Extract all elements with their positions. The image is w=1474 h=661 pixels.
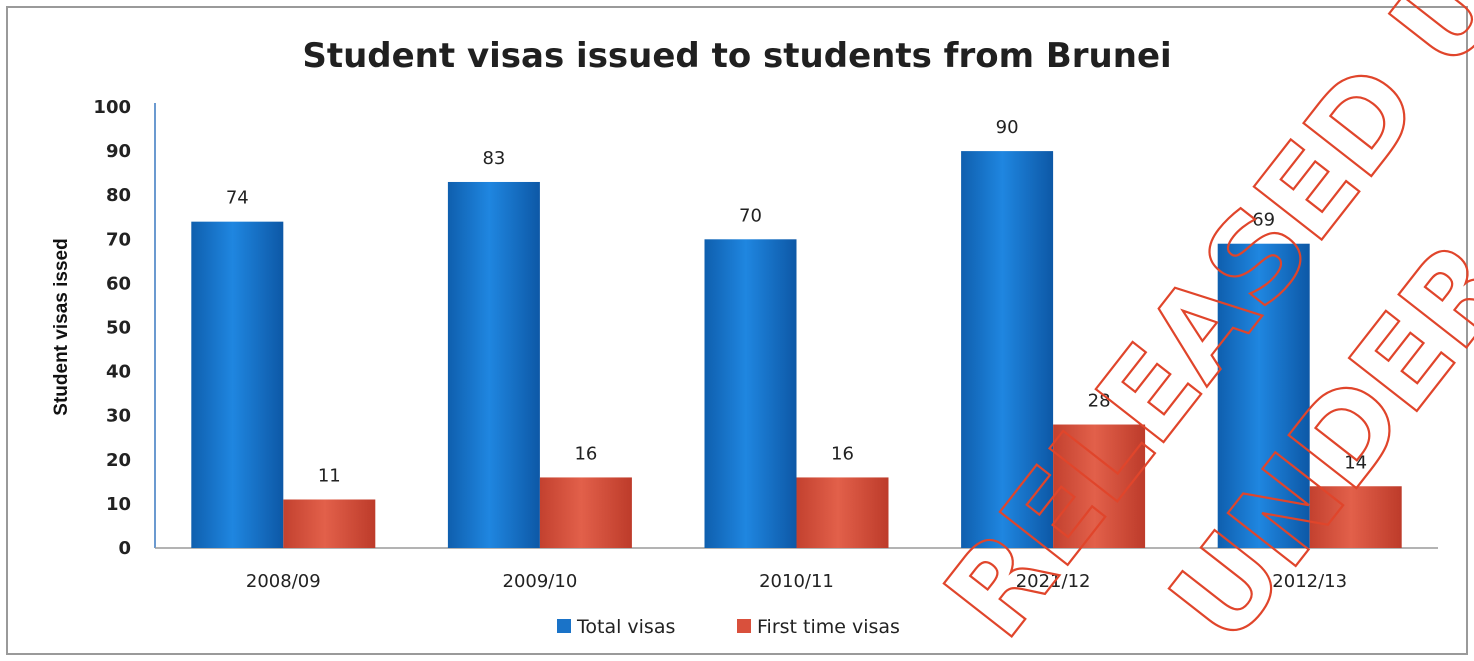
y-tick-label: 0 — [118, 538, 131, 559]
data-label-first-time-visas: 11 — [318, 465, 341, 486]
y-tick-label: 100 — [93, 97, 131, 118]
y-tick-label: 10 — [106, 494, 131, 515]
x-tick-label: 2008/09 — [246, 571, 321, 592]
y-tick-label: 30 — [106, 406, 131, 427]
bar-total-visas — [191, 221, 284, 548]
chart-title: Student visas issued to students from Br… — [302, 36, 1171, 76]
data-label-first-time-visas: 16 — [831, 443, 854, 464]
data-label-first-time-visas: 16 — [574, 443, 597, 464]
bar-total-visas — [447, 181, 540, 548]
bar-total-visas — [1217, 243, 1310, 548]
x-tick-labels: 2008/09 2009/10 2010/11 2021/12 2012/13 — [246, 571, 1347, 592]
bar-first-time-visas — [539, 477, 632, 548]
bar-first-time-visas — [1309, 486, 1402, 548]
bars-group: 74 11 83 16 70 16 90 28 69 14 — [191, 117, 1402, 549]
legend-label-total-visas: Total visas — [576, 616, 675, 638]
data-label-total-visas: 83 — [482, 148, 505, 169]
data-label-total-visas: 74 — [226, 188, 249, 209]
y-axis-label: Student visas issed — [51, 238, 72, 415]
bar-total-visas — [704, 239, 797, 549]
data-label-first-time-visas: 28 — [1088, 391, 1111, 412]
x-tick-label: 2010/11 — [759, 571, 834, 592]
y-tick-label: 20 — [106, 450, 131, 471]
legend-label-first-time-visas: First time visas — [757, 616, 900, 638]
x-tick-label: 2009/10 — [503, 571, 578, 592]
bar-first-time-visas — [283, 499, 376, 548]
y-tick-label: 40 — [106, 362, 131, 383]
data-label-total-visas: 69 — [1252, 210, 1275, 231]
bar-first-time-visas — [1053, 424, 1146, 548]
y-tick-label: 50 — [106, 318, 131, 339]
y-tick-label: 70 — [106, 229, 131, 250]
y-tick-label: 90 — [106, 141, 131, 162]
y-tick-label: 80 — [106, 185, 131, 206]
data-label-total-visas: 90 — [996, 117, 1019, 138]
bar-first-time-visas — [796, 477, 889, 548]
bar-total-visas — [961, 151, 1054, 548]
x-tick-label: 2021/12 — [1016, 571, 1091, 592]
x-tick-label: 2012/13 — [1272, 571, 1347, 592]
data-label-first-time-visas: 14 — [1344, 452, 1367, 473]
legend: Total visas First time visas — [557, 616, 900, 638]
y-tick-labels: 0 10 20 30 40 50 60 70 80 90 100 — [93, 97, 131, 559]
legend-swatch-first-time-visas — [737, 619, 751, 633]
y-tick-label: 60 — [106, 273, 131, 294]
legend-swatch-total-visas — [557, 619, 571, 633]
data-label-total-visas: 70 — [739, 205, 762, 226]
